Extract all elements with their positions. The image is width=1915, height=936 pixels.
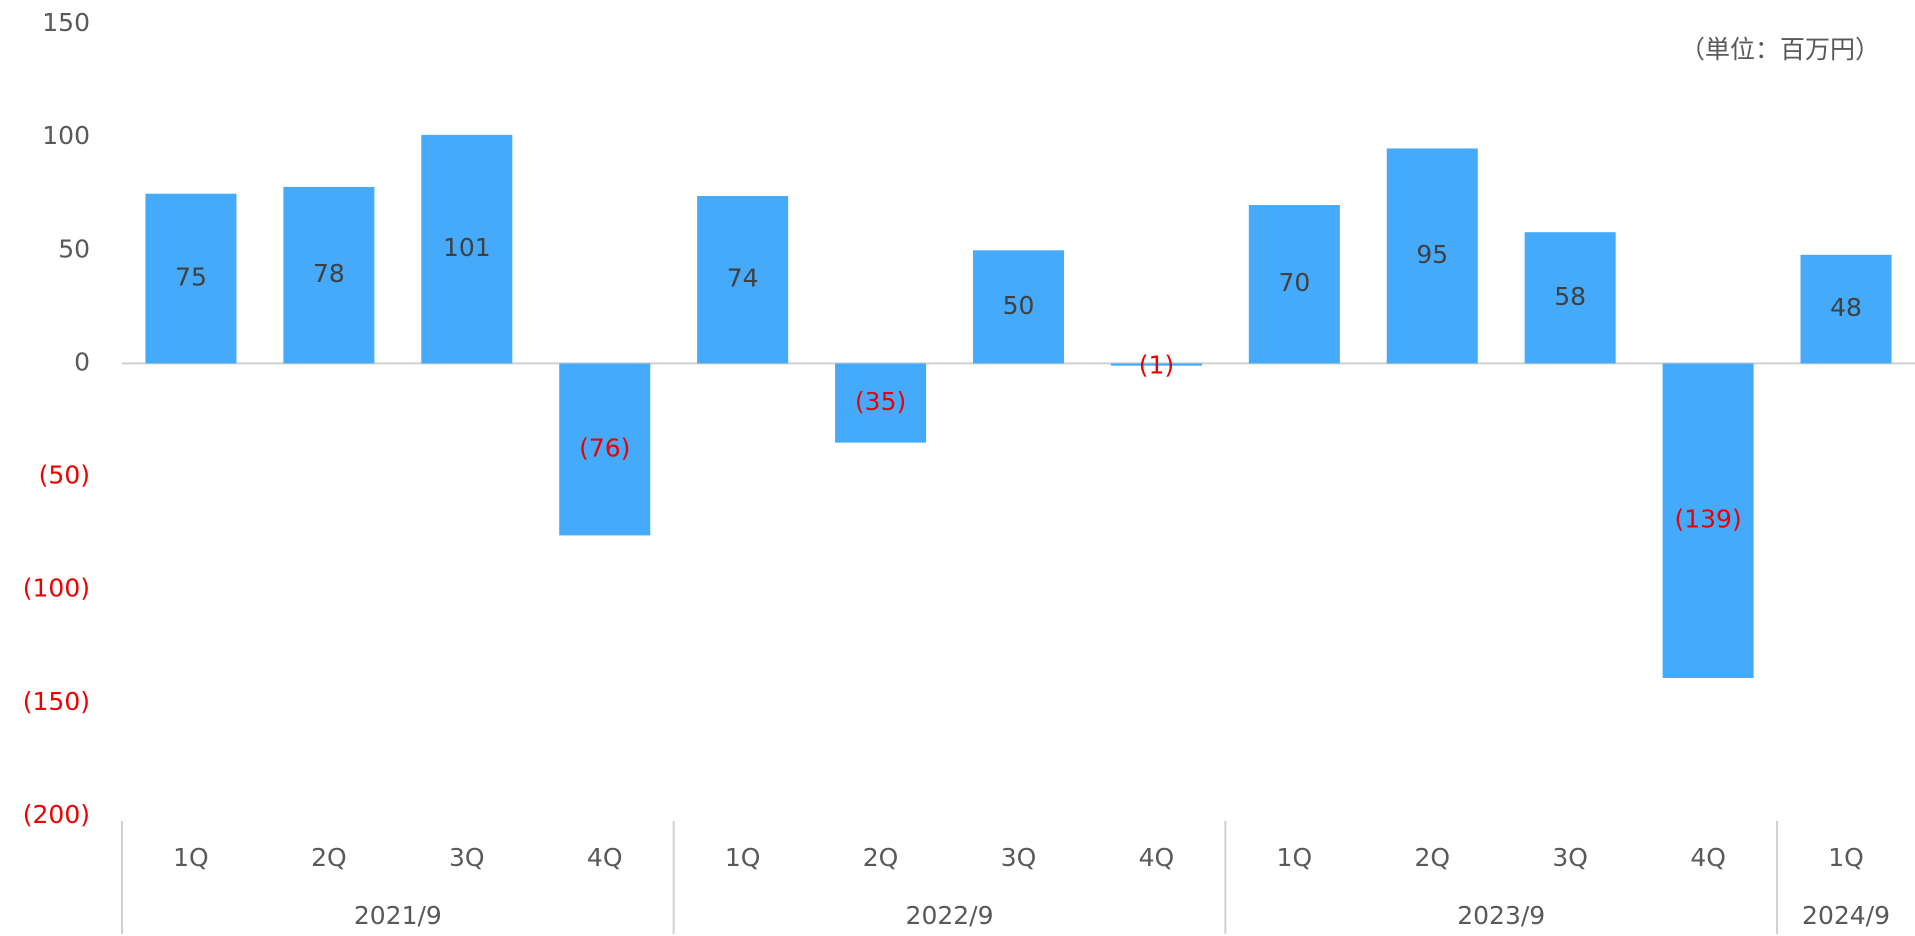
- y-tick-label: 100: [42, 121, 90, 150]
- value-label: 50: [1003, 291, 1035, 320]
- y-tick-label: 150: [42, 8, 90, 37]
- bar: [972, 250, 1065, 364]
- bar: [559, 363, 651, 536]
- group-label: 2021/9: [354, 901, 442, 930]
- bar: [1524, 232, 1616, 364]
- y-tick-label: 0: [74, 347, 90, 376]
- value-label: 70: [1278, 268, 1310, 297]
- value-label: 101: [443, 233, 491, 262]
- bar: [1386, 148, 1478, 364]
- value-label: (35): [855, 387, 906, 416]
- x-tick-label: 1Q: [1828, 843, 1864, 872]
- y-tick-label: 50: [58, 234, 90, 263]
- bar: [1110, 363, 1202, 366]
- value-label: 74: [727, 264, 759, 293]
- x-tick-label: 3Q: [1001, 843, 1037, 872]
- group-label: 2023/9: [1457, 901, 1545, 930]
- x-tick-label: 2Q: [311, 843, 347, 872]
- x-tick-label: 2Q: [863, 843, 899, 872]
- bar: [835, 363, 927, 443]
- y-tick-label: (100): [23, 574, 90, 603]
- value-label: (1): [1139, 351, 1174, 380]
- unit-note: （単位：百万円）: [1680, 35, 1880, 64]
- bar: [1662, 363, 1754, 678]
- value-label: 78: [313, 259, 345, 288]
- value-label: (76): [579, 433, 630, 462]
- value-label: 75: [175, 263, 207, 292]
- value-label: 95: [1416, 240, 1448, 269]
- group-label: 2022/9: [906, 901, 994, 930]
- bar: [1800, 254, 1892, 364]
- bar: [145, 193, 237, 364]
- bar: [1248, 205, 1340, 364]
- x-tick-label: 1Q: [725, 843, 761, 872]
- bar: [283, 186, 375, 364]
- y-tick-label: (50): [39, 461, 90, 490]
- value-label: (139): [1674, 505, 1741, 534]
- bar: [697, 195, 789, 364]
- bar: [421, 134, 513, 364]
- y-tick-label: (150): [23, 687, 90, 716]
- x-tick-label: 4Q: [587, 843, 623, 872]
- x-tick-label: 3Q: [449, 843, 485, 872]
- x-tick-label: 3Q: [1552, 843, 1588, 872]
- x-tick-label: 4Q: [1139, 843, 1175, 872]
- y-tick-label: (200): [23, 800, 90, 829]
- group-label: 2024/9: [1802, 901, 1890, 930]
- x-tick-label: 1Q: [1277, 843, 1313, 872]
- x-tick-label: 2Q: [1414, 843, 1450, 872]
- x-tick-label: 1Q: [173, 843, 209, 872]
- x-tick-label: 4Q: [1690, 843, 1726, 872]
- value-label: 58: [1554, 282, 1586, 311]
- value-label: 48: [1830, 293, 1862, 322]
